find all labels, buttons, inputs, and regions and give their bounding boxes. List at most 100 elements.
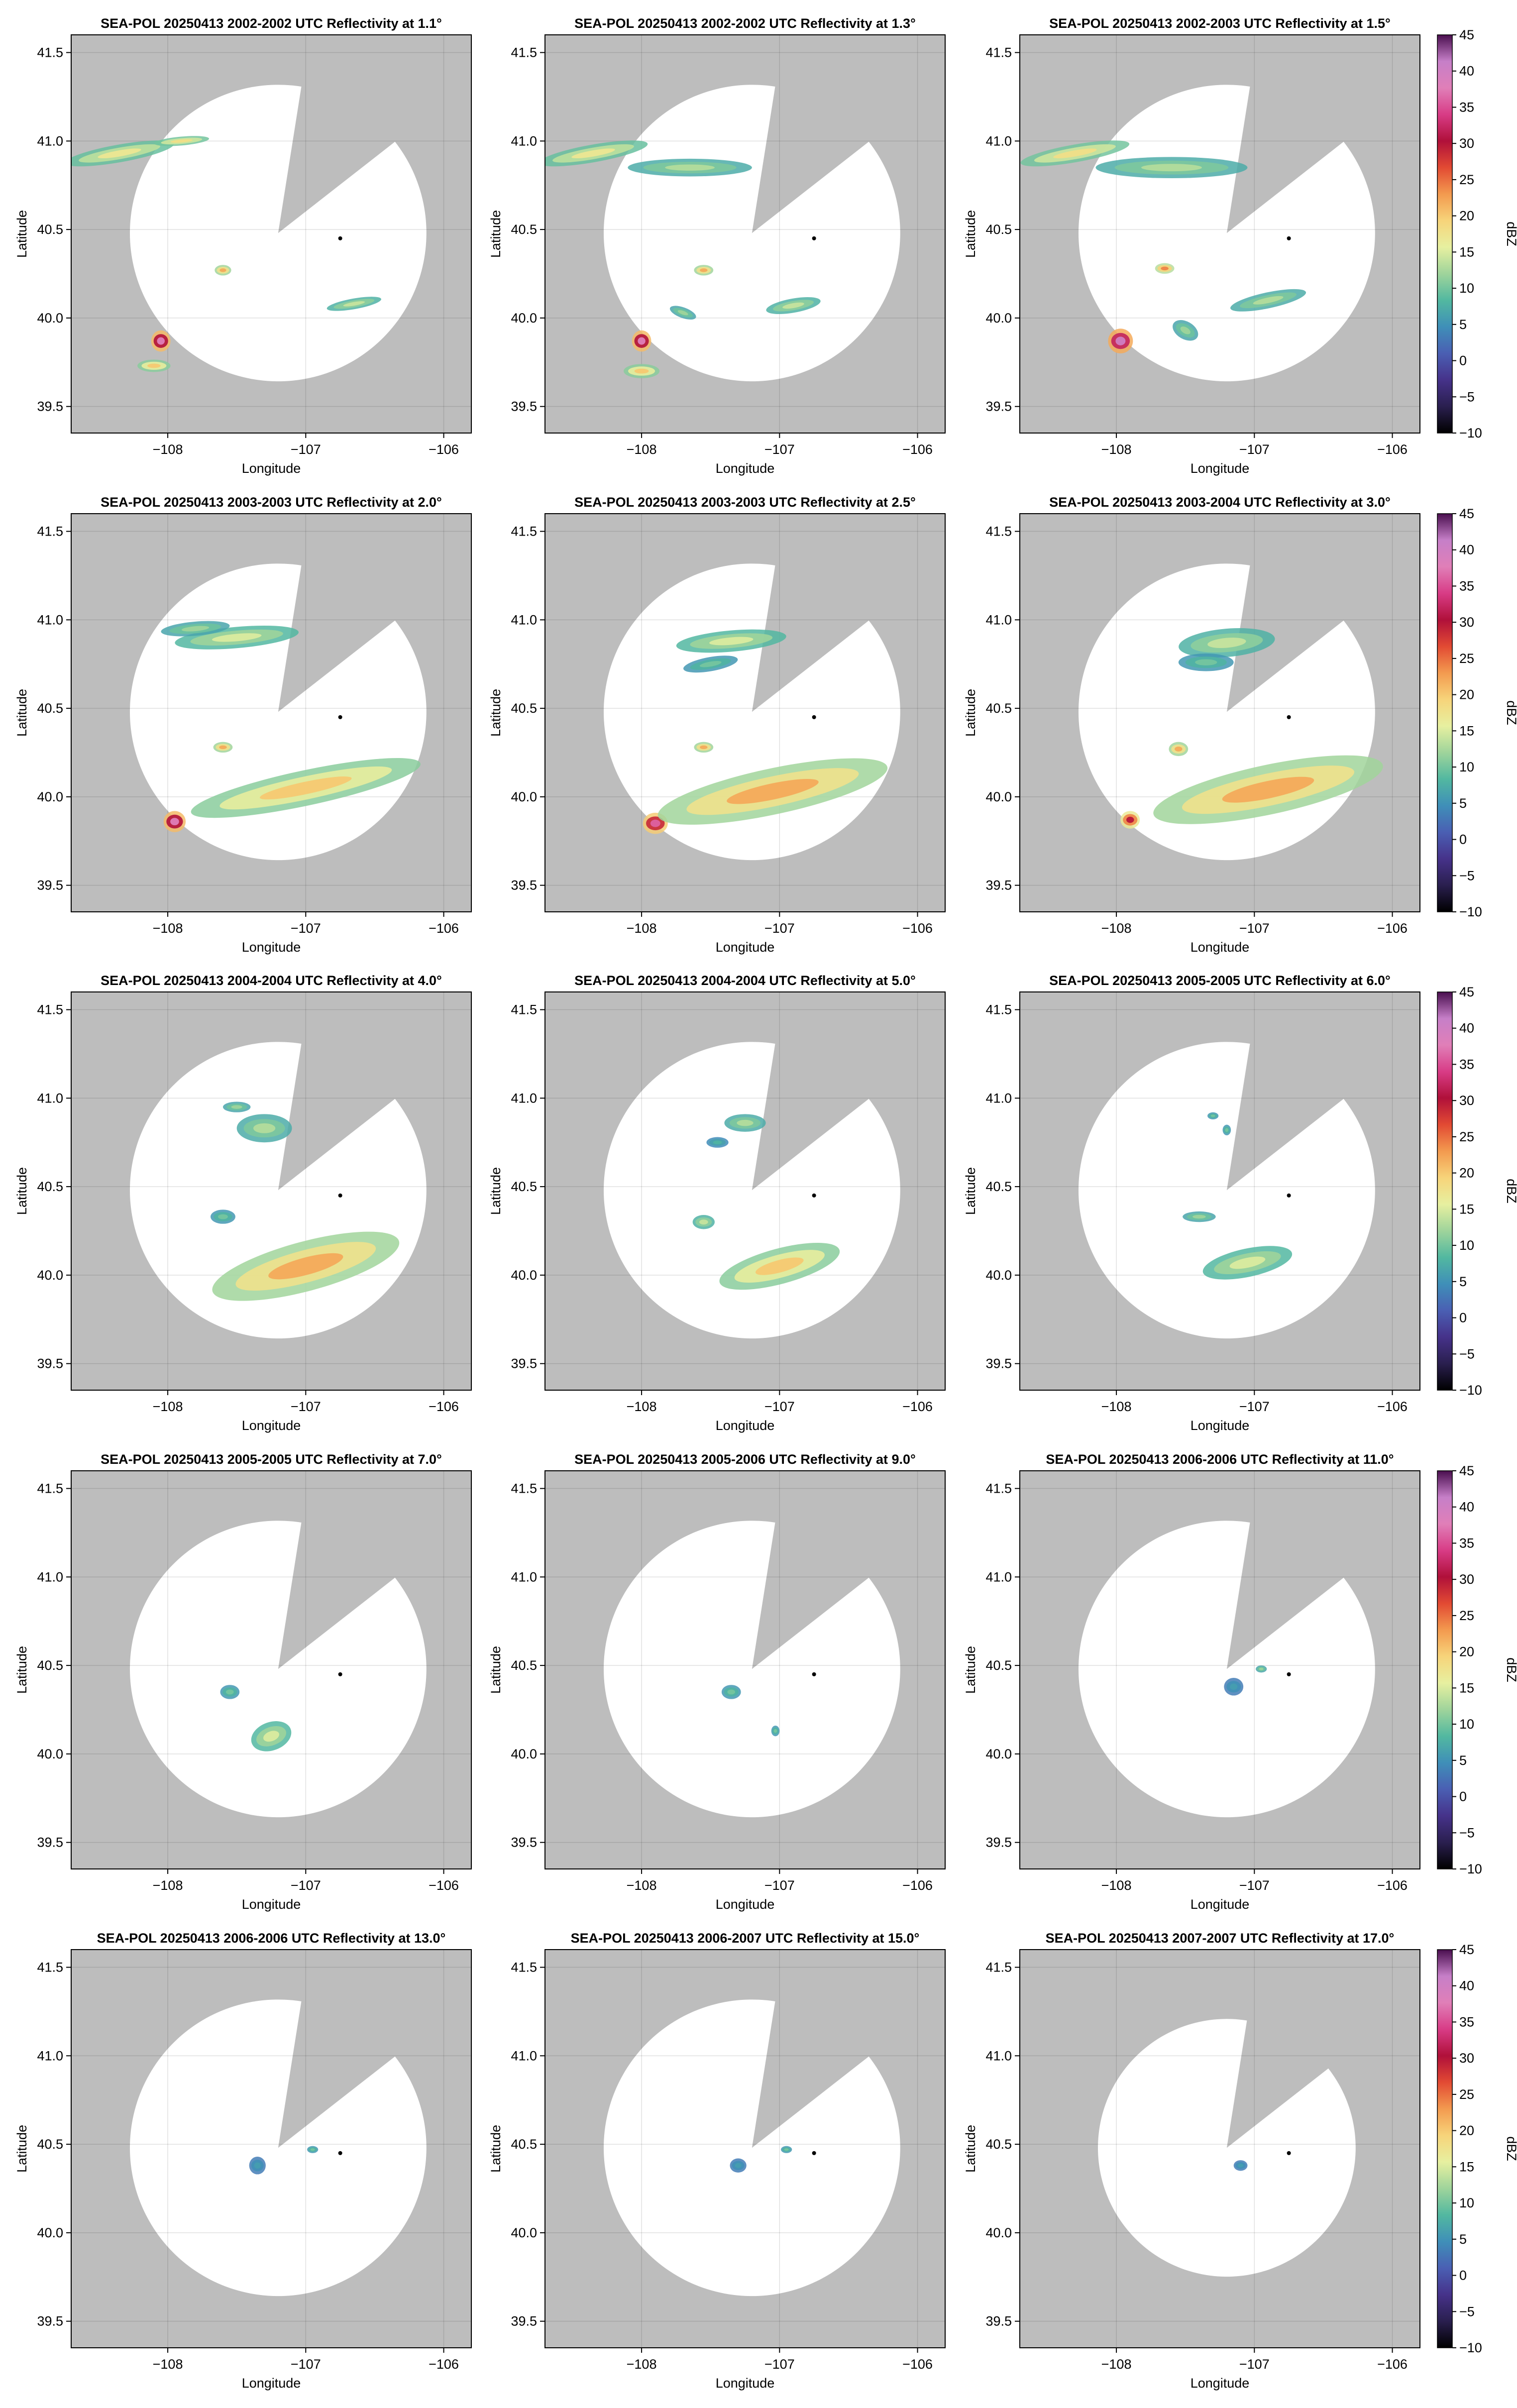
- colorbar-tick-label: 15: [1459, 244, 1474, 259]
- colorbar: −10 −5 0 5 10 15 20 25 30 35 40 45 dBZ: [1437, 506, 1517, 919]
- y-tick-label: 40.0: [511, 1268, 537, 1283]
- y-tick-label: 41.0: [511, 612, 537, 627]
- colorbar-tick-label: 30: [1459, 2051, 1474, 2066]
- colorbar-label: dBZ: [1504, 2136, 1517, 2161]
- y-axis-label: Latitude: [963, 1167, 978, 1215]
- y-tick-label: 41.5: [37, 524, 63, 539]
- colorbar-tick-label: 30: [1459, 1093, 1474, 1108]
- y-tick-label: 40.5: [985, 1658, 1012, 1673]
- echo-cell: [694, 742, 714, 753]
- x-axis-label: Longitude: [716, 2376, 775, 2391]
- colorbar-tick-label: 45: [1459, 1463, 1474, 1478]
- y-tick-label: 39.5: [985, 2314, 1012, 2329]
- radar-panel: −108 −107 −106 39.5 40.0 40.5 41.0 41.5 SEA-POL …: [14, 16, 472, 476]
- radar-site-marker: [812, 1672, 816, 1676]
- x-tick-label: −108: [153, 2357, 183, 2372]
- y-axis-label: Latitude: [488, 2125, 503, 2173]
- y-tick-label: 39.5: [511, 399, 537, 414]
- y-axis-label: Latitude: [14, 210, 29, 258]
- y-tick-label: 40.5: [511, 222, 537, 237]
- radar-panel: −108 −107 −106 39.5 40.0 40.5 41.0 41.5 SEA-POL …: [488, 973, 946, 1433]
- radar-panel: −108 −107 −106 39.5 40.0 40.5 41.0 41.5 SEA-POL …: [14, 1452, 472, 1912]
- echo-cell: [1108, 328, 1133, 353]
- panel-title: SEA-POL 20250413 2002-2002 UTC Reflectiv…: [101, 16, 442, 31]
- x-tick-label: −108: [627, 921, 657, 936]
- axes-frame: [544, 34, 946, 434]
- y-tick-label: 41.0: [985, 133, 1012, 148]
- colorbar-tick-label: 0: [1459, 2268, 1467, 2283]
- echo-cell: [628, 158, 752, 177]
- x-axis-label: Longitude: [242, 1418, 301, 1433]
- y-tick-label: 40.0: [985, 311, 1012, 326]
- colorbar-tick-label: 30: [1459, 1572, 1474, 1587]
- colorbar-tick-label: −5: [1459, 389, 1475, 404]
- y-tick-label: 39.5: [37, 399, 63, 414]
- echo-cell: [632, 330, 651, 352]
- echo-cell: [1183, 1211, 1216, 1222]
- echo-cell: [1178, 653, 1234, 671]
- radar-panel: −108 −107 −106 39.5 40.0 40.5 41.0 41.5 SEA-POL …: [963, 973, 1517, 1433]
- y-tick-label: 41.5: [511, 524, 537, 539]
- colorbar-tick-label: −5: [1459, 1346, 1475, 1361]
- x-tick-label: −107: [291, 1399, 321, 1414]
- colorbar-tick-label: 5: [1459, 1274, 1467, 1289]
- colorbar-tick-label: 35: [1459, 2014, 1474, 2029]
- radar-coverage: [603, 1999, 900, 2297]
- y-tick-label: 40.5: [511, 1658, 537, 1673]
- colorbar-tick-label: 10: [1459, 2195, 1474, 2210]
- echo-cell: [249, 2157, 266, 2175]
- radar-panel: −108 −107 −106 39.5 40.0 40.5 41.0 41.5 SEA-POL …: [488, 1452, 946, 1912]
- y-tick-label: 39.5: [37, 1356, 63, 1371]
- y-tick-label: 40.5: [511, 701, 537, 716]
- y-tick-label: 41.5: [37, 1481, 63, 1496]
- y-tick-label: 40.0: [37, 2225, 63, 2240]
- colorbar-tick-label: 35: [1459, 100, 1474, 114]
- colorbar-tick-label: 0: [1459, 1789, 1467, 1804]
- y-tick-label: 41.5: [985, 1481, 1012, 1496]
- colorbar-tick-label: 5: [1459, 1753, 1467, 1768]
- colorbar-tick-label: 45: [1459, 27, 1474, 42]
- radar-coverage: [129, 1521, 427, 1818]
- colorbar-tick-label: −5: [1459, 2304, 1475, 2319]
- y-tick-label: 40.5: [37, 2137, 63, 2152]
- echo-cell: [676, 629, 786, 653]
- echo-cell: [545, 140, 648, 167]
- x-tick-label: −107: [291, 1878, 321, 1893]
- colorbar-tick-label: 45: [1459, 506, 1474, 521]
- x-tick-label: −108: [153, 1399, 183, 1414]
- y-axis-label: Latitude: [14, 689, 29, 737]
- echo-cell: [1173, 320, 1198, 341]
- panel-title: SEA-POL 20250413 2005-2005 UTC Reflectiv…: [1049, 973, 1391, 988]
- colorbar-tick-label: 15: [1459, 2159, 1474, 2174]
- x-tick-label: −107: [764, 442, 795, 457]
- y-tick-label: 40.0: [511, 2225, 537, 2240]
- echo-cell: [669, 306, 696, 320]
- y-axis-label: Latitude: [14, 1167, 29, 1215]
- y-tick-label: 39.5: [511, 1835, 537, 1850]
- y-tick-label: 41.0: [511, 1569, 537, 1584]
- echo-cell: [719, 1242, 840, 1290]
- x-axis-label: Longitude: [716, 940, 775, 955]
- colorbar-tick-label: 25: [1459, 172, 1474, 187]
- x-axis-label: Longitude: [716, 1418, 775, 1433]
- axes-frame: [71, 513, 472, 912]
- colorbar-tick-label: −10: [1459, 426, 1482, 440]
- panel-title: SEA-POL 20250413 2007-2007 UTC Reflectiv…: [1046, 1931, 1395, 1946]
- colorbar-tick-label: 45: [1459, 1942, 1474, 1957]
- radar-site-marker: [1287, 1672, 1291, 1676]
- echo-cell: [161, 621, 230, 637]
- y-tick-label: 40.0: [37, 311, 63, 326]
- y-tick-label: 40.0: [511, 311, 537, 326]
- panel-title: SEA-POL 20250413 2004-2004 UTC Reflectiv…: [101, 973, 442, 988]
- y-tick-label: 41.5: [37, 1002, 63, 1017]
- colorbar-tick-label: 40: [1459, 543, 1474, 557]
- x-tick-label: −107: [1239, 1878, 1270, 1893]
- y-tick-label: 39.5: [511, 2314, 537, 2329]
- y-tick-label: 41.0: [37, 2048, 63, 2063]
- echo-cell: [1224, 1678, 1244, 1696]
- colorbar-tick-label: −10: [1459, 904, 1482, 919]
- x-axis-label: Longitude: [242, 940, 301, 955]
- echo-cell: [694, 265, 714, 276]
- y-axis-label: Latitude: [14, 1646, 29, 1694]
- colorbar-tick-label: 5: [1459, 796, 1467, 811]
